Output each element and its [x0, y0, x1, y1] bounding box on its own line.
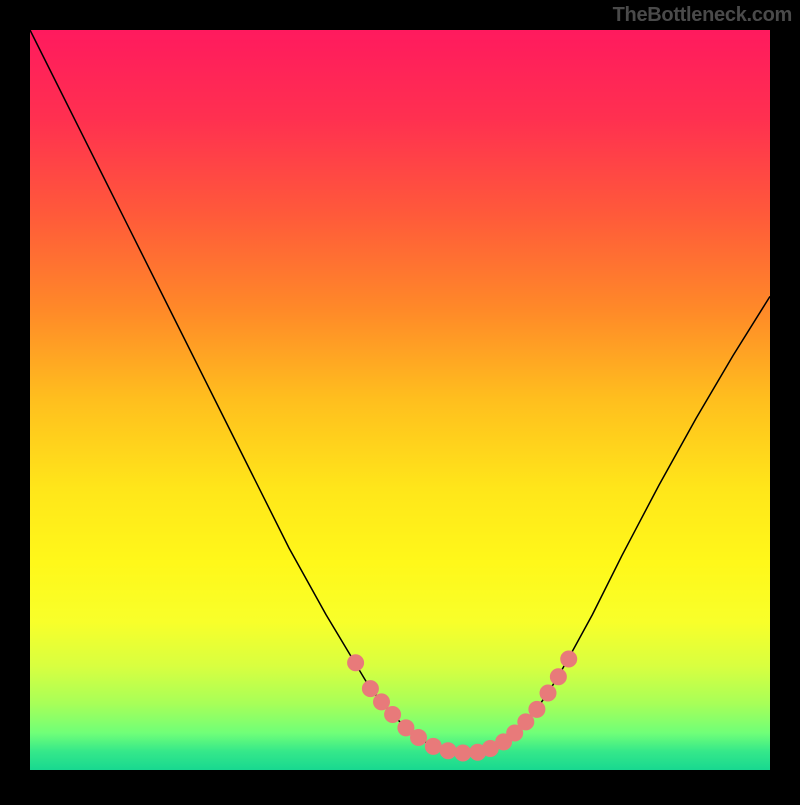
- data-marker: [561, 651, 577, 667]
- data-marker: [374, 694, 390, 710]
- data-marker: [455, 745, 471, 761]
- data-marker: [411, 729, 427, 745]
- data-marker: [529, 701, 545, 717]
- watermark-text: TheBottleneck.com: [613, 4, 792, 27]
- chart-container: [0, 0, 800, 800]
- data-marker: [540, 685, 556, 701]
- data-marker: [348, 655, 364, 671]
- data-marker: [425, 738, 441, 754]
- bottleneck-chart: [0, 0, 800, 800]
- data-marker: [385, 707, 401, 723]
- data-marker: [362, 681, 378, 697]
- data-marker: [518, 714, 534, 730]
- data-marker: [550, 669, 566, 685]
- data-marker: [440, 743, 456, 759]
